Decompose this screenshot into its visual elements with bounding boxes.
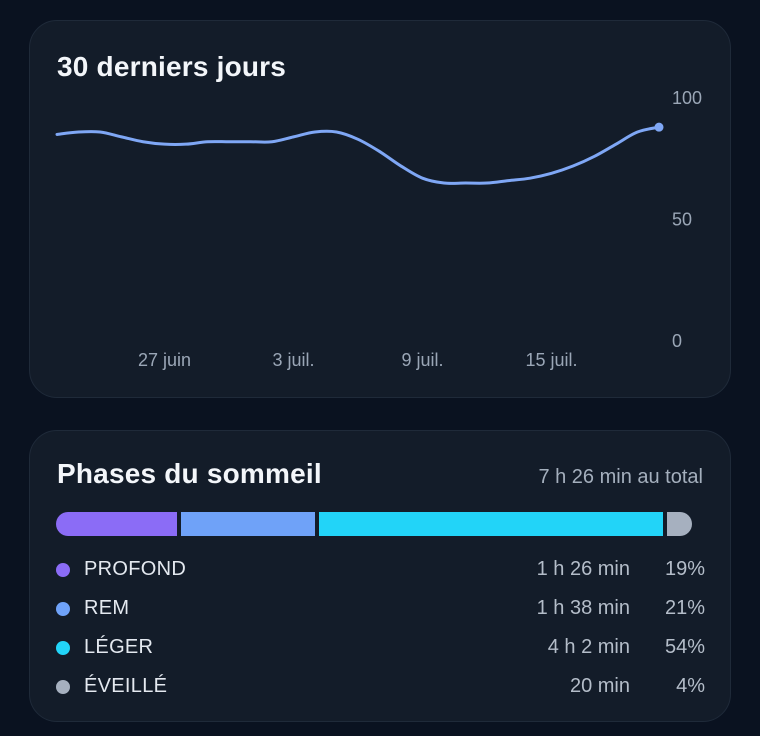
phase-name: REM xyxy=(84,597,130,619)
sleep-phases-card: Phases du sommeil 7 h 26 min au total PR… xyxy=(29,430,731,722)
phase-segment-rem xyxy=(181,512,315,536)
trend-title: 30 derniers jours xyxy=(57,51,287,82)
score-series-line xyxy=(55,125,661,185)
phase-name: PROFOND xyxy=(84,558,187,580)
phase-row-profond: PROFOND 1 h 26 min 19% xyxy=(56,551,705,590)
phase-percent: 4% xyxy=(676,675,705,697)
phase-name: ÉVEILLÉ xyxy=(84,675,168,697)
phases-title: Phases du sommeil xyxy=(57,458,322,489)
phase-dot-rem xyxy=(56,602,70,616)
phase-percent: 19% xyxy=(664,558,705,580)
y-tick-label: 50 xyxy=(672,210,692,230)
phase-row-eveille: ÉVEILLÉ 20 min 4% xyxy=(56,668,705,707)
x-tick-label: 3 juil. xyxy=(272,350,314,370)
y-tick-label: 0 xyxy=(672,331,682,351)
phase-segment-profond xyxy=(56,512,177,536)
x-tick-label: 27 juin xyxy=(138,350,191,370)
trend-card: 30 derniers jours 100 50 0 27 juin 3 juil. 9 … xyxy=(29,20,731,398)
phase-row-rem: REM 1 h 38 min 21% xyxy=(56,590,705,629)
y-tick-label: 100 xyxy=(672,88,702,108)
phase-name: LÉGER xyxy=(84,636,154,658)
phase-segment-eveille xyxy=(667,512,692,536)
x-tick-label: 9 juil. xyxy=(401,350,443,370)
phase-duration: 1 h 38 min xyxy=(536,597,630,619)
phase-dot-leger xyxy=(56,641,70,655)
phase-percent: 54% xyxy=(664,636,705,658)
phase-distribution-bar xyxy=(56,512,705,536)
x-tick-label: 15 juil. xyxy=(525,350,577,370)
phase-segment-leger xyxy=(319,512,663,536)
phase-dot-eveille xyxy=(56,680,70,694)
total-duration: 7 h 26 min au total xyxy=(538,466,703,488)
latest-point-marker xyxy=(654,122,664,132)
phase-percent: 21% xyxy=(664,597,705,619)
phase-duration: 1 h 26 min xyxy=(536,558,630,580)
phase-duration: 4 h 2 min xyxy=(547,636,630,658)
phase-duration: 20 min xyxy=(569,675,630,697)
phase-legend: PROFOND 1 h 26 min 19% REM 1 h 38 min 21… xyxy=(56,551,705,707)
phase-dot-profond xyxy=(56,563,70,577)
phase-row-leger: LÉGER 4 h 2 min 54% xyxy=(56,629,705,668)
sleep-score-chart: 100 50 0 27 juin 3 juil. 9 juil. 15 juil. xyxy=(55,88,702,370)
